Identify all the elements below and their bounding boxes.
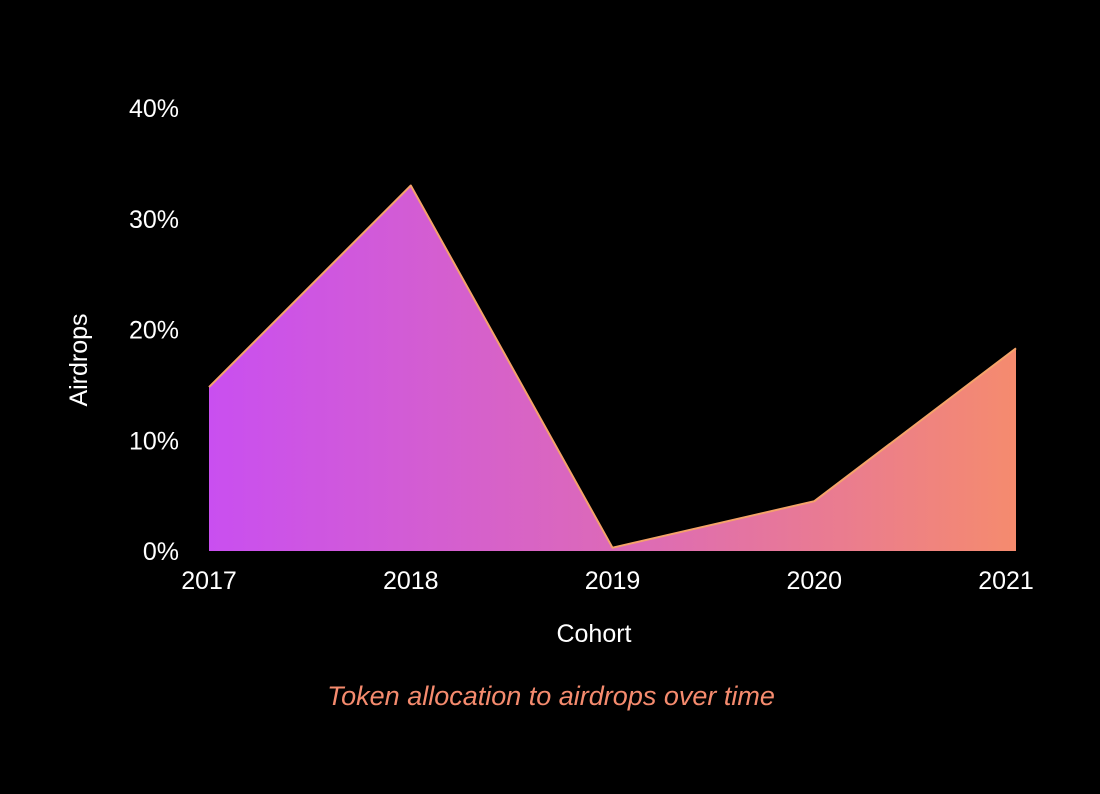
area-fill bbox=[209, 185, 1016, 551]
y-tick-label: 20% bbox=[129, 317, 179, 345]
y-tick-label: 10% bbox=[129, 427, 179, 455]
y-axis-ticks: 0% 10% 20% 30% 40% bbox=[129, 95, 179, 566]
y-axis-title: Airdrops bbox=[65, 313, 93, 406]
x-tick-label: 2020 bbox=[786, 567, 842, 595]
x-tick-label: 2019 bbox=[585, 567, 641, 595]
x-tick-label: 2021 bbox=[978, 567, 1034, 595]
area-outline bbox=[208, 184, 1017, 549]
chart-caption: Token allocation to airdrops over time bbox=[327, 681, 775, 711]
y-tick-label: 40% bbox=[129, 95, 179, 123]
x-axis-title: Cohort bbox=[556, 620, 631, 648]
x-axis-ticks: 2017 2018 2019 2020 2021 bbox=[181, 567, 1034, 595]
y-tick-label: 30% bbox=[129, 206, 179, 234]
y-tick-label: 0% bbox=[143, 538, 179, 566]
x-tick-label: 2018 bbox=[383, 567, 439, 595]
x-tick-label: 2017 bbox=[181, 567, 237, 595]
